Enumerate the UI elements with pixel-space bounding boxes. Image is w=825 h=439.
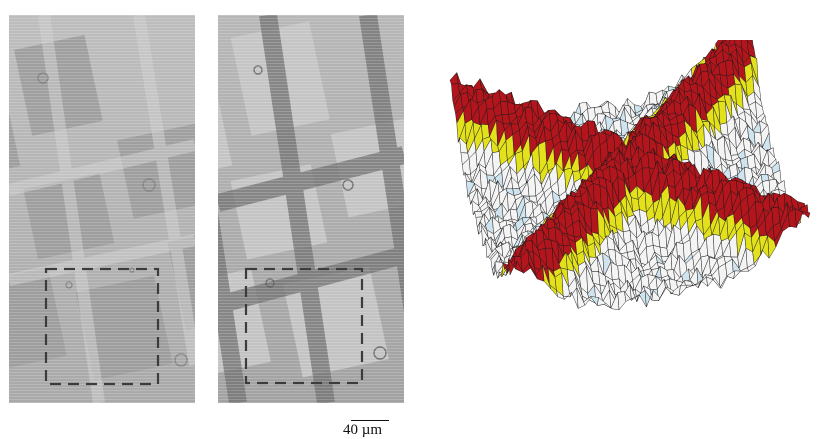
scanline-texture xyxy=(218,15,404,403)
micrograph-left-panel xyxy=(9,15,195,403)
surface-3d-plot xyxy=(449,40,811,311)
surface-facet xyxy=(678,284,688,297)
scale-bar-line xyxy=(351,420,389,421)
scale-bar-label: 40 µm xyxy=(343,422,383,438)
micrograph-middle-panel xyxy=(218,15,404,403)
roi-dashed-box xyxy=(44,267,160,386)
roi-dashed-box xyxy=(244,267,364,385)
surface-mesh xyxy=(449,40,811,311)
surface-facet xyxy=(801,211,811,218)
scanline-texture xyxy=(9,15,195,403)
surface-3d-panel xyxy=(430,40,825,400)
surface-facet xyxy=(733,270,742,280)
micrograph-left-image xyxy=(9,15,195,403)
surface-facet xyxy=(725,40,731,48)
micrograph-middle-image xyxy=(218,15,404,403)
